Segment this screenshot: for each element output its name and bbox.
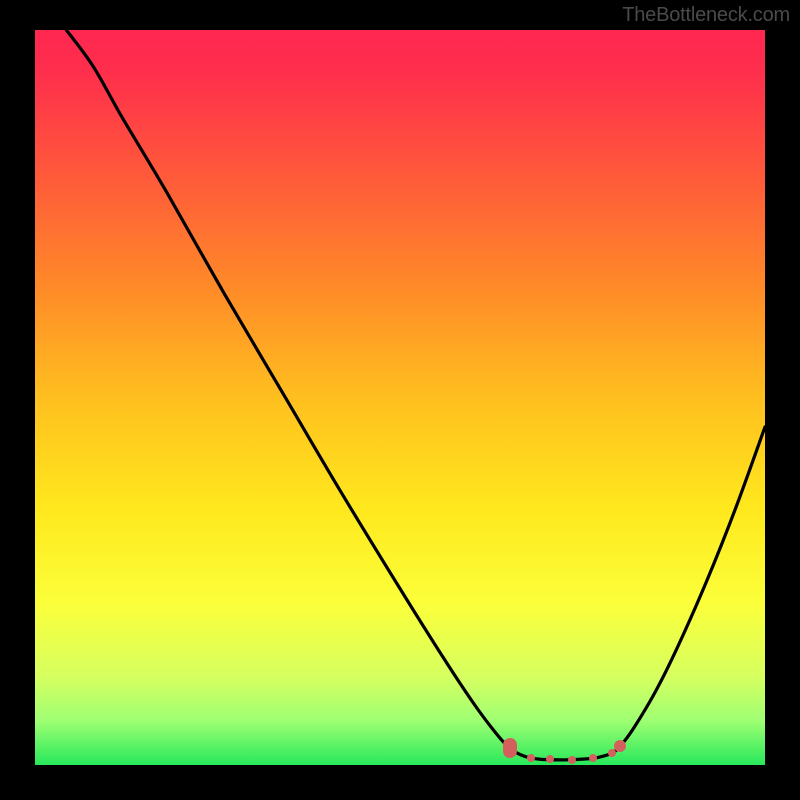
chart-container: TheBottleneck.com [0, 0, 800, 800]
marker-mid [568, 756, 576, 764]
bottleneck-curve [35, 30, 765, 765]
marker-mid [589, 754, 597, 762]
marker-mid [608, 749, 616, 757]
watermark-text: TheBottleneck.com [622, 4, 790, 27]
marker-end [614, 740, 626, 752]
plot-area [35, 30, 765, 765]
marker-mid [546, 755, 554, 763]
marker-mid [527, 754, 535, 762]
marker-start [503, 738, 517, 758]
